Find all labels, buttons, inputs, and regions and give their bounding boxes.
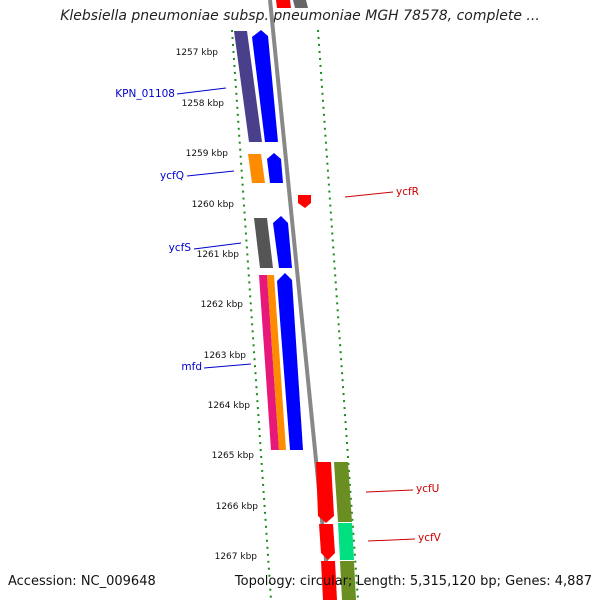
gene-ycfv[interactable] [319, 524, 335, 560]
feature-top-red[interactable] [276, 0, 291, 8]
gene-label-ycfq[interactable]: ycfQ [160, 170, 184, 182]
ruler-ticks: 1257 kbp 1258 kbp 1259 kbp 1260 kbp 1261… [176, 48, 259, 562]
gene-ycfq-cog[interactable] [248, 154, 265, 183]
map-title: Klebsiella pneumoniae subsp. pneumoniae … [60, 8, 540, 24]
feature-bottom-olive[interactable] [340, 561, 356, 600]
gene-mfd-cog-orange[interactable] [267, 275, 286, 450]
gene-label-ycfs[interactable]: ycfS [169, 242, 192, 254]
gene-ycfv-cog[interactable] [338, 523, 354, 560]
tick-label: 1257 kbp [176, 48, 219, 58]
tick-label: 1264 kbp [208, 401, 251, 411]
topology-text: Topology: circular; Length: 5,315,120 bp… [234, 574, 592, 589]
gene-ycfr[interactable] [298, 195, 311, 208]
tick-label: 1259 kbp [186, 149, 229, 159]
gene-label-mfd[interactable]: mfd [181, 361, 202, 373]
gene-label-ycfv[interactable]: ycfV [418, 532, 442, 544]
leader-line [193, 242, 242, 250]
gene-kpn01108[interactable] [252, 30, 278, 142]
gene-ycfu-cog[interactable] [334, 462, 352, 522]
gene-ycfq[interactable] [267, 153, 283, 183]
gene-kpn01108-cog[interactable] [234, 31, 262, 142]
map-lane [238, 30, 354, 600]
accession-text: Accession: NC_009648 [8, 574, 156, 589]
right-dotted-track [317, 29, 359, 600]
feature-bottom-red[interactable] [321, 561, 337, 600]
tick-label: 1267 kbp [215, 552, 258, 562]
tick-label: 1262 kbp [201, 300, 244, 310]
gene-label-kpn01108[interactable]: KPN_01108 [115, 88, 175, 100]
tick-label: 1258 kbp [182, 99, 225, 109]
tick-label: 1260 kbp [192, 200, 235, 210]
gene-label-ycfu[interactable]: ycfU [416, 483, 439, 495]
gene-mfd[interactable] [277, 273, 303, 450]
tick-label: 1261 kbp [197, 250, 240, 260]
leader-line [344, 191, 394, 198]
leader-line [203, 363, 252, 369]
tick-label: 1266 kbp [216, 502, 259, 512]
tick-label: 1265 kbp [212, 451, 255, 461]
leader-line [176, 87, 227, 95]
leader-line [367, 538, 416, 542]
gene-ycfs[interactable] [273, 216, 292, 268]
left-dotted-track [231, 29, 272, 600]
leader-line [186, 170, 235, 177]
gene-ycfu[interactable] [316, 462, 334, 523]
feature-top-gray[interactable] [293, 0, 308, 8]
leader-line [365, 489, 414, 493]
gene-mfd-cog-magenta[interactable] [259, 275, 279, 450]
gene-label-ycfr[interactable]: ycfR [396, 186, 419, 198]
tick-label: 1263 kbp [204, 351, 247, 361]
gene-ycfs-cog[interactable] [254, 218, 273, 268]
